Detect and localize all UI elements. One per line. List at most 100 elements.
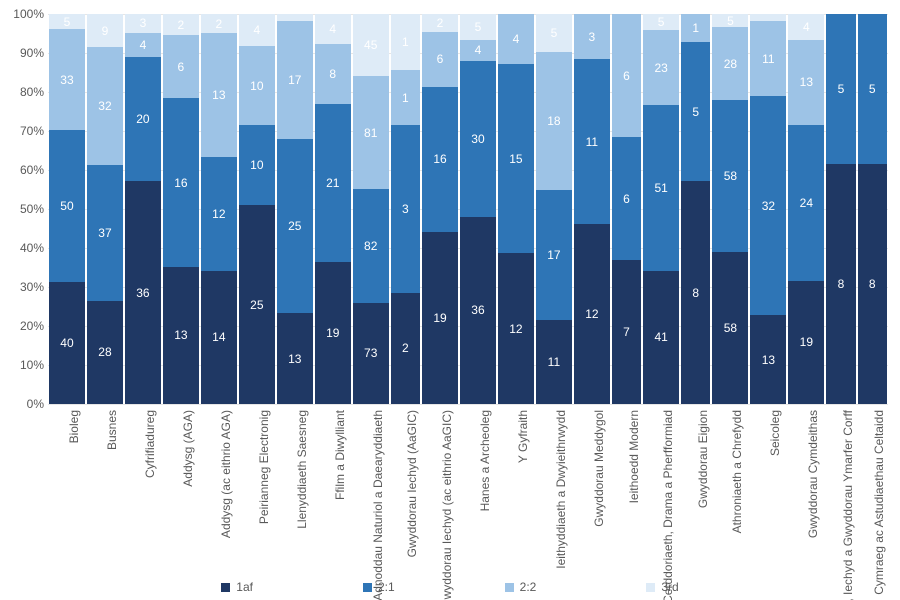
bar-segment-3rd: 4 bbox=[315, 14, 351, 44]
bar-segment-1af: 14 bbox=[201, 271, 237, 404]
bar-segment-value: 8 bbox=[869, 278, 876, 290]
bar-segment-value: 3 bbox=[140, 17, 147, 29]
bar-segment-1af: 41 bbox=[643, 271, 679, 404]
bar-segment-value: 36 bbox=[136, 287, 149, 299]
category-label: Busnes bbox=[105, 410, 119, 450]
bar-segment-value: 58 bbox=[724, 322, 737, 334]
bar-segment-2_2: 6 bbox=[422, 32, 458, 86]
bar-segment-value: 12 bbox=[509, 323, 522, 335]
category-label: Ieithoedd Modern bbox=[627, 410, 641, 503]
legend-label: 3rd bbox=[661, 580, 678, 594]
category-label: Addysg (AGA) bbox=[181, 410, 195, 487]
bar-segment-2_2: 28 bbox=[712, 27, 748, 100]
bar-column: 2311Gwyddorau Iechyd (AaGIC) bbox=[391, 14, 420, 404]
bar-segment-2_1: 37 bbox=[87, 165, 123, 301]
bar-segment-1af: 13 bbox=[750, 315, 786, 404]
bar-segment-value: 2 bbox=[178, 19, 185, 31]
bar-segment-value: 1 bbox=[692, 22, 699, 34]
bar-column: 8500Cymraeg ac Astudiaethau Celtaidd bbox=[858, 14, 887, 404]
bar-segment-1af: 73 bbox=[353, 303, 389, 404]
bar-segment-value: 73 bbox=[364, 347, 377, 359]
bar-segment-1af: 8 bbox=[681, 181, 710, 404]
legend-swatch bbox=[646, 583, 655, 592]
bar-column: 1117185Ieithyddiaeth a Dwyieithrwydd bbox=[536, 14, 572, 404]
category-label: Ieithyddiaeth a Dwyieithrwydd bbox=[554, 410, 568, 569]
bar-segment-value: 3 bbox=[589, 31, 596, 43]
bar-segment-value: 5 bbox=[727, 15, 734, 27]
bar-segment-value: 19 bbox=[800, 336, 813, 348]
bar-column: 8500Chwaraeon, Iechyd a Gwyddorau Ymarfe… bbox=[826, 14, 855, 404]
bar-segment-2_2: 13 bbox=[201, 33, 237, 157]
bar-segment-value: 1 bbox=[402, 36, 409, 48]
bar-segment-2_1: 51 bbox=[643, 105, 679, 271]
bar-segment-2_1: 50 bbox=[49, 130, 85, 282]
bar-segment-value: 37 bbox=[98, 227, 111, 239]
bar-segment-value: 19 bbox=[326, 327, 339, 339]
bar-segment-2_1: 25 bbox=[277, 139, 313, 313]
bar-column: 1924134Gwyddorau Cymdeithas bbox=[788, 14, 824, 404]
bar-segment-2_1: 17 bbox=[536, 190, 572, 320]
bar-segment-2_1: 5 bbox=[826, 14, 855, 164]
bar-segment-value: 51 bbox=[654, 182, 667, 194]
bar-segment-value: 4 bbox=[329, 23, 336, 35]
bar-segment-value: 28 bbox=[98, 346, 111, 358]
bar-segment-value: 23 bbox=[654, 62, 667, 74]
y-axis-label: 80% bbox=[4, 85, 44, 99]
bar-segment-value: 13 bbox=[212, 89, 225, 101]
bar-segment-value: 5 bbox=[692, 106, 699, 118]
bar-segment-value: 41 bbox=[654, 331, 667, 343]
bar-column: 1325171Llenyddiaeth Saesneg bbox=[277, 14, 313, 404]
bar-segment-3rd: 5 bbox=[712, 14, 748, 27]
bar-segment-2_2: 1 bbox=[681, 14, 710, 42]
legend-swatch bbox=[505, 583, 514, 592]
bar-segment-value: 50 bbox=[60, 200, 73, 212]
category-label: Cymraeg ac Astudiaethau Celtaidd bbox=[872, 410, 886, 595]
bar-segment-3rd: 2 bbox=[201, 14, 237, 33]
bar-segment-3rd: 5 bbox=[49, 14, 85, 29]
y-axis-label: 20% bbox=[4, 319, 44, 333]
bar-segment-value: 5 bbox=[869, 83, 876, 95]
bar-segment-2_2: 10 bbox=[239, 46, 275, 126]
bar-segment-value: 28 bbox=[724, 58, 737, 70]
bar-segment-value: 32 bbox=[98, 100, 111, 112]
bar-column: 362043Cyfrifiadureg bbox=[125, 14, 161, 404]
bar-segment-3rd: 4 bbox=[788, 14, 824, 40]
bar-segment-value: 25 bbox=[250, 299, 263, 311]
bar-segment-2_2: 32 bbox=[87, 47, 123, 165]
bar-segment-2_1: 11 bbox=[574, 59, 610, 224]
bar-segment-3rd: 5 bbox=[643, 14, 679, 30]
y-axis-label: 0% bbox=[4, 397, 44, 411]
bar-segment-value: 1 bbox=[402, 92, 409, 104]
bar-segment-value: 13 bbox=[762, 354, 775, 366]
bar-segment-value: 17 bbox=[288, 74, 301, 86]
legend-swatch bbox=[221, 583, 230, 592]
bar-segment-2_2: 13 bbox=[788, 40, 824, 125]
bar-segment-value: 5 bbox=[838, 83, 845, 95]
bar-segment-1af: 28 bbox=[87, 301, 123, 404]
bar-segment-value: 19 bbox=[433, 312, 446, 324]
bar-segment-1af: 13 bbox=[277, 313, 313, 404]
y-axis-label: 90% bbox=[4, 46, 44, 60]
bar-column: 1332111Seicoleg bbox=[750, 14, 786, 404]
bar-segment-value: 16 bbox=[174, 177, 187, 189]
bar-segment-value: 5 bbox=[64, 16, 71, 28]
y-axis-label: 30% bbox=[4, 280, 44, 294]
bar-segment-value: 33 bbox=[60, 74, 73, 86]
category-label: Chwaraeon, Iechyd a Gwyddorau Ymarfer Co… bbox=[841, 410, 855, 600]
bar-segment-value: 7 bbox=[623, 326, 630, 338]
bar-segment-3rd: 1 bbox=[391, 14, 420, 70]
bar-segment-value: 16 bbox=[433, 153, 446, 165]
gridline bbox=[48, 404, 888, 405]
bar-segment-value: 8 bbox=[692, 287, 699, 299]
bar-segment-2_1: 15 bbox=[498, 64, 534, 253]
bar-segment-2_2: 6 bbox=[163, 35, 199, 98]
bar-segment-2_2: 18 bbox=[536, 52, 572, 190]
bar-segment-value: 8 bbox=[329, 68, 336, 80]
category-label: Gwyddorau Eigion bbox=[696, 410, 710, 508]
legend-label: 2:2 bbox=[520, 580, 537, 594]
bar-segment-2_1: 5 bbox=[858, 14, 887, 164]
category-label: Gwyddorau Iechyd (AaGIC) bbox=[405, 410, 419, 557]
bar-segment-2_1: 82 bbox=[353, 189, 389, 303]
bar-segment-2_2: 11 bbox=[750, 21, 786, 96]
bar-column: 4151235Cerddoriaeth, Drama a Pherfformia… bbox=[643, 14, 679, 404]
